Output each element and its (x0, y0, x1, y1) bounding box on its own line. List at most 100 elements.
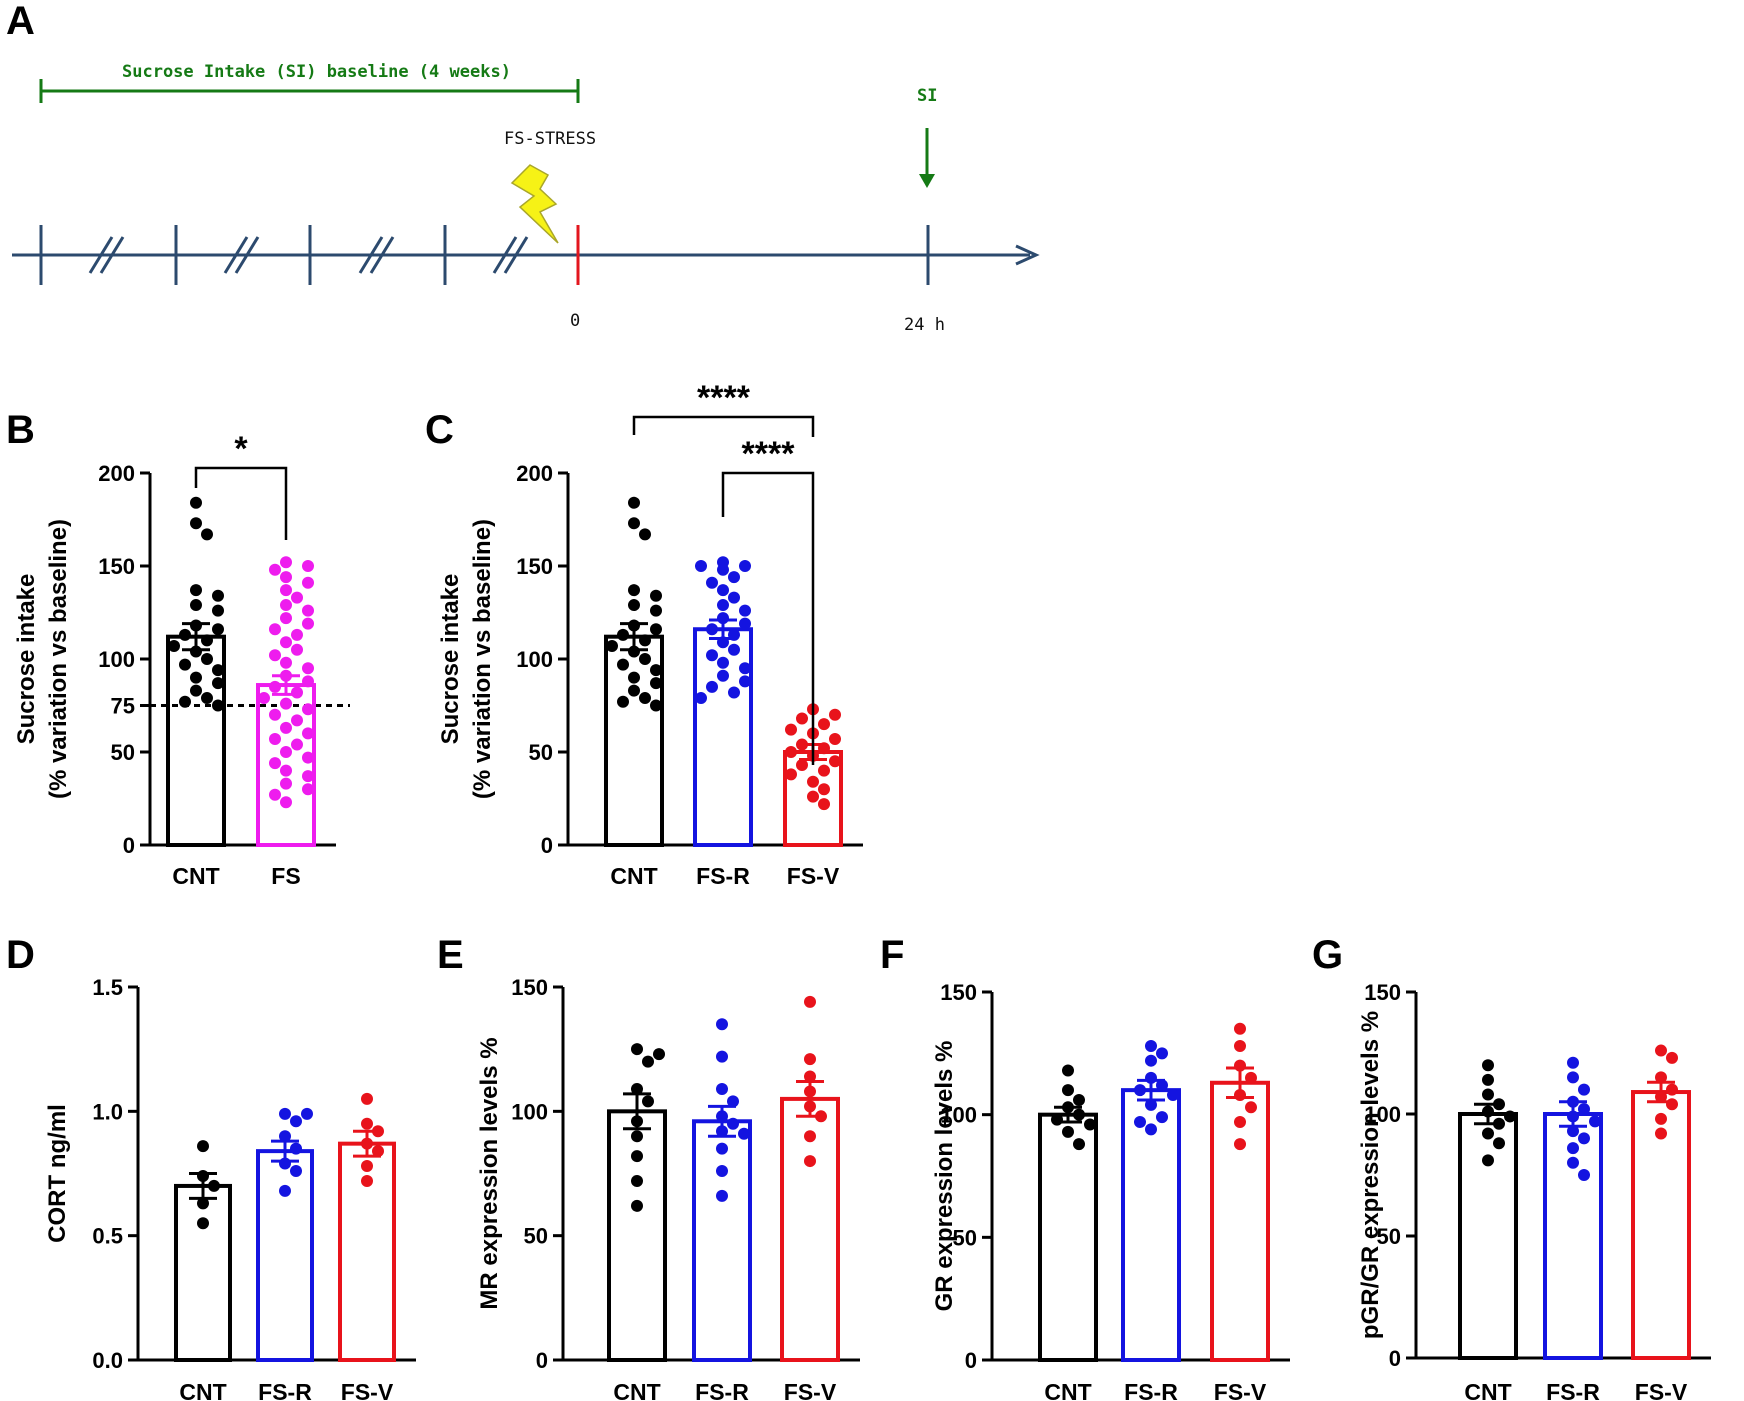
data-point (302, 662, 314, 675)
data-point (280, 599, 292, 612)
data-point (739, 662, 751, 675)
data-point (716, 1142, 728, 1155)
x-category-label: FS-R (696, 863, 750, 889)
x-category-label: CNT (1464, 1379, 1511, 1401)
data-point (642, 1055, 654, 1068)
data-point (190, 684, 202, 697)
timeline-arrowhead (1015, 244, 1040, 266)
data-point (628, 584, 640, 597)
y-tick-label: 100 (511, 1099, 548, 1124)
y-axis-title: (% variation vs baseline) (469, 519, 496, 799)
data-point (617, 695, 629, 708)
x-category-label: FS-R (1124, 1379, 1178, 1401)
data-point (717, 612, 729, 625)
data-point (1578, 1083, 1590, 1096)
data-point (1482, 1073, 1494, 1086)
data-point (1234, 1116, 1246, 1129)
data-point (695, 692, 707, 705)
data-point (639, 692, 651, 705)
data-point (361, 1160, 373, 1173)
y-tick-label: 50 (1377, 1224, 1401, 1249)
data-point (617, 658, 629, 671)
data-point (179, 695, 191, 708)
data-point (695, 560, 707, 572)
data-point (706, 623, 718, 636)
y-tick-label: 75 (111, 694, 135, 719)
data-point (1567, 1056, 1579, 1069)
data-point (212, 589, 224, 602)
data-point (1655, 1127, 1667, 1140)
data-point (785, 723, 797, 736)
data-point (650, 623, 662, 636)
data-point (291, 738, 303, 751)
panel-label: C (425, 408, 454, 452)
data-point (728, 686, 740, 699)
data-point (179, 658, 191, 671)
y-axis-title: Sucrose intake (13, 574, 40, 745)
data-point (829, 708, 841, 721)
y-tick-label: 50 (524, 1224, 548, 1249)
y-axis-title: GR expression levels % (931, 1041, 958, 1312)
si-label: SI (917, 86, 937, 106)
data-point (1145, 1071, 1157, 1084)
data-point (628, 619, 640, 632)
data-point (1504, 1110, 1516, 1123)
data-point (190, 671, 202, 684)
data-point (1245, 1071, 1257, 1084)
data-point (716, 1110, 728, 1123)
x-category-label: FS-V (341, 1379, 394, 1401)
data-point (727, 1117, 739, 1130)
x-category-label: CNT (1044, 1379, 1091, 1401)
data-point (639, 528, 651, 541)
data-point (190, 496, 202, 509)
data-point (639, 634, 651, 647)
data-point (280, 556, 292, 569)
y-tick-label: 1.0 (92, 1099, 123, 1124)
data-point (1062, 1084, 1074, 1097)
chart-panel-b: B Sucrose intake (% variation vs baseline)… (6, 408, 350, 889)
y-tick-label: 0 (123, 833, 135, 858)
data-point (738, 1127, 750, 1140)
data-point (717, 584, 729, 597)
data-point (212, 677, 224, 690)
y-tick-label: 150 (511, 975, 548, 1000)
data-point (197, 1197, 209, 1210)
data-point (739, 675, 751, 688)
data-point (212, 604, 224, 617)
data-point (190, 599, 202, 612)
data-point (818, 718, 830, 731)
data-point (1073, 1108, 1085, 1121)
panel-label-a: A (6, 0, 35, 43)
data-point (716, 1018, 728, 1031)
data-point (1655, 1090, 1667, 1103)
data-point (190, 517, 202, 530)
data-point (628, 517, 640, 530)
data-point (1493, 1117, 1505, 1130)
data-point (168, 639, 180, 652)
data-point (302, 783, 314, 796)
data-point (190, 619, 202, 632)
data-point (1051, 1113, 1063, 1126)
data-point (631, 1150, 643, 1163)
data-point (706, 649, 718, 662)
data-point (280, 571, 292, 584)
x-category-label: FS-R (258, 1379, 312, 1401)
x-category-label: FS (271, 863, 300, 889)
y-axis-title: MR expression levels % (476, 1037, 503, 1309)
data-point (280, 796, 292, 809)
significance-label: **** (742, 435, 796, 473)
x-category-label: FS-R (695, 1379, 749, 1401)
data-point (291, 643, 303, 656)
data-point (1666, 1083, 1678, 1096)
data-point (201, 653, 213, 665)
data-point (291, 591, 303, 604)
data-point (650, 677, 662, 690)
data-point (1482, 1105, 1494, 1118)
data-point (728, 571, 740, 584)
data-point (804, 1085, 816, 1098)
panel-label: F (880, 933, 904, 977)
data-point (280, 746, 292, 758)
data-point (1666, 1051, 1678, 1064)
data-point (631, 1043, 643, 1056)
